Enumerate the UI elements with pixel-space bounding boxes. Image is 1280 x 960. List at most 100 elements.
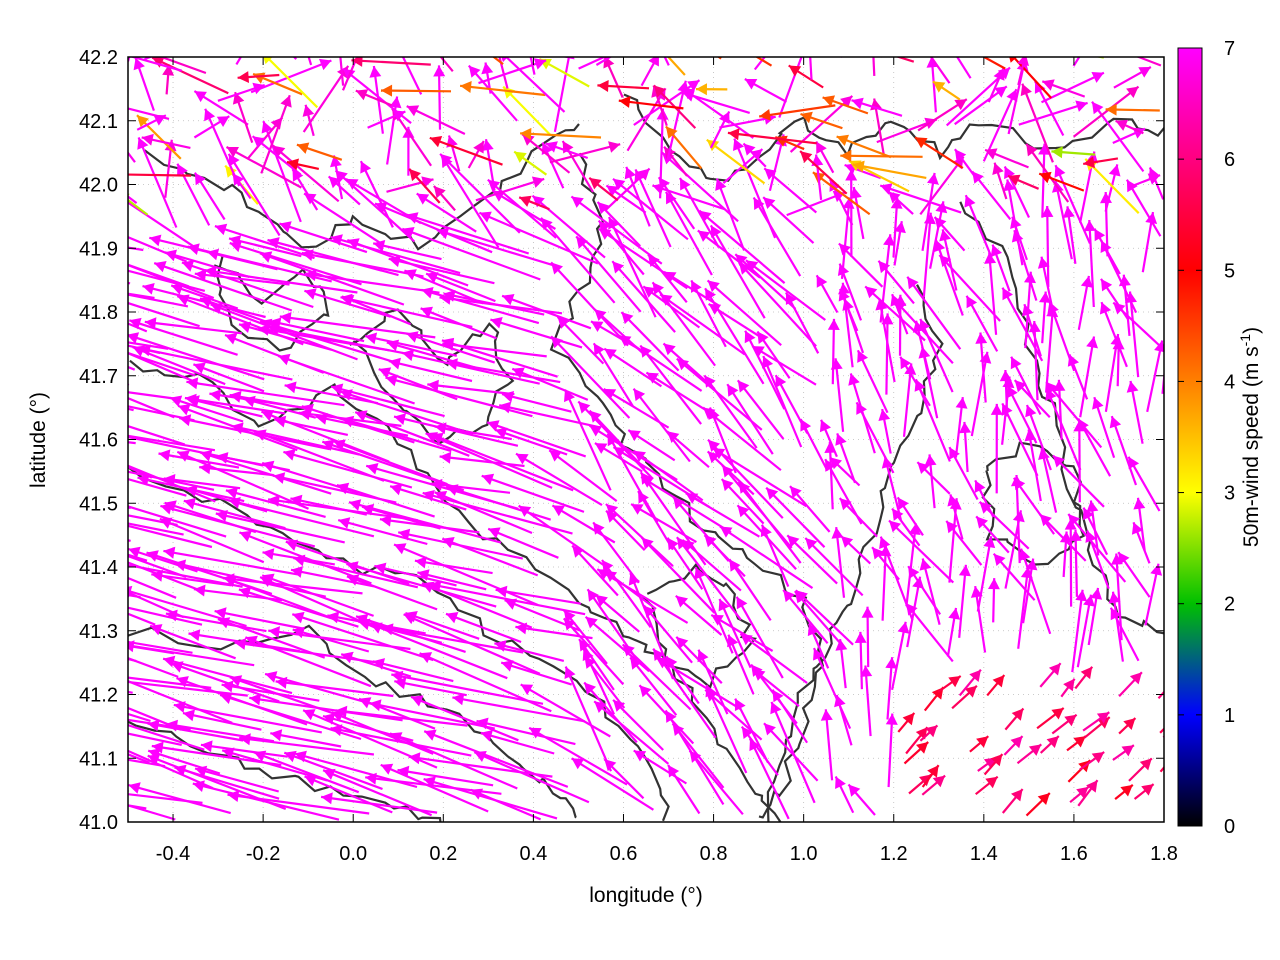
x-tick-label: 0.2	[429, 843, 457, 865]
wind-vector	[872, 57, 876, 76]
wind-vector	[570, 195, 663, 265]
wind-vector-head	[639, 685, 652, 698]
wind-vector	[144, 57, 154, 61]
wind-vector	[545, 141, 589, 160]
wind-vector-shaft	[369, 702, 496, 730]
wind-vector-head	[999, 370, 1012, 382]
wind-vector-shaft	[249, 696, 403, 722]
wind-vector	[1041, 79, 1086, 98]
wind-vector	[618, 96, 684, 110]
wind-vector	[1017, 57, 1029, 86]
wind-vector-shaft	[531, 194, 606, 259]
colorbar-tick-label: 5	[1224, 260, 1235, 282]
wind-vector	[128, 546, 198, 573]
wind-vector-shaft	[718, 598, 752, 669]
wind-vector-shaft	[856, 349, 889, 414]
wind-vector-shaft	[128, 333, 265, 381]
wind-vector-shaft	[665, 191, 713, 276]
wind-vector	[921, 774, 946, 796]
wind-vector-shaft	[408, 755, 553, 778]
wind-vector-shaft	[632, 388, 691, 463]
wind-vector-head	[816, 275, 828, 288]
wind-vector-head	[128, 332, 140, 344]
wind-vector-head	[888, 191, 901, 204]
wind-vector-head	[984, 252, 997, 264]
wind-vector-shaft	[812, 171, 871, 216]
wind-vector-head	[875, 298, 888, 311]
wind-vector	[128, 612, 156, 626]
wind-vector-head	[439, 292, 452, 305]
wind-vector-head	[433, 65, 446, 77]
wind-vector-head	[1011, 789, 1023, 802]
wind-vector-shaft	[593, 700, 670, 765]
wind-vector	[441, 337, 558, 378]
wind-vector-shaft	[229, 393, 313, 411]
wind-vector-shaft	[199, 451, 332, 495]
wind-vector-head	[366, 463, 379, 475]
wind-vector	[221, 680, 320, 702]
wind-vector	[976, 536, 996, 612]
wind-vector-head	[522, 134, 535, 146]
wind-vector-shaft	[194, 767, 279, 793]
wind-vector-shaft	[666, 57, 686, 76]
wind-vector-head	[39, 285, 51, 296]
wind-vector	[633, 79, 701, 126]
wind-vector-head	[194, 172, 206, 186]
wind-vector	[128, 435, 264, 467]
wind-vector	[128, 317, 238, 356]
wind-vector-head	[424, 729, 437, 741]
wind-vector-head	[675, 595, 688, 608]
wind-vector-shaft	[578, 57, 607, 70]
wind-vector-shaft	[261, 462, 360, 495]
contour-line	[349, 308, 515, 446]
wind-vector-head	[0, 567, 1, 579]
wind-vector-head	[589, 425, 602, 437]
wind-vector-head	[861, 606, 874, 618]
wind-vector	[1079, 336, 1098, 418]
wind-vector-shaft	[159, 517, 265, 564]
wind-vector	[162, 64, 175, 95]
wind-vector-head	[359, 697, 372, 709]
wind-vector	[945, 520, 983, 566]
wind-vector-head	[715, 178, 727, 191]
wind-vector-shaft	[812, 647, 852, 730]
wind-vector-head	[727, 384, 739, 397]
wind-vector-shaft	[1091, 101, 1145, 173]
contour-line	[128, 720, 442, 822]
wind-vector	[339, 57, 345, 86]
wind-vector	[697, 649, 729, 715]
wind-vector-head	[81, 784, 93, 796]
wind-vector-shaft	[888, 519, 955, 584]
wind-vector	[864, 285, 926, 342]
wind-vector	[848, 373, 876, 454]
wind-vector-head	[434, 491, 448, 503]
wind-vector-shaft	[128, 712, 151, 723]
wind-vector-shaft	[470, 788, 542, 821]
wind-vector-shaft	[128, 465, 153, 479]
wind-vector-head	[379, 514, 392, 527]
wind-vector	[423, 729, 569, 788]
wind-vector	[478, 211, 599, 265]
wind-vector	[1013, 379, 1051, 418]
wind-vector-head	[193, 584, 206, 597]
wind-vector	[990, 244, 1011, 292]
wind-vector-shaft	[671, 722, 725, 789]
wind-vector-head	[1039, 171, 1052, 184]
wind-vector-shaft	[688, 749, 744, 816]
wind-vector-shaft	[298, 411, 402, 427]
wind-vector-head	[880, 57, 882, 58]
wind-vector-head	[795, 590, 808, 603]
wind-vector-head	[737, 505, 750, 518]
wind-vector-shaft	[238, 323, 332, 351]
wind-vector	[887, 190, 914, 215]
wind-vector	[0, 567, 141, 599]
wind-vector	[1025, 792, 1051, 817]
wind-vector-shaft	[548, 449, 618, 502]
wind-vector	[1112, 744, 1135, 761]
wind-vector	[987, 67, 1005, 103]
wind-vector-shaft	[645, 371, 718, 419]
wind-vector-shaft	[834, 358, 845, 432]
wind-vector-head	[571, 196, 584, 208]
wind-vector-shaft	[840, 154, 923, 158]
wind-vector-shaft	[290, 568, 374, 588]
